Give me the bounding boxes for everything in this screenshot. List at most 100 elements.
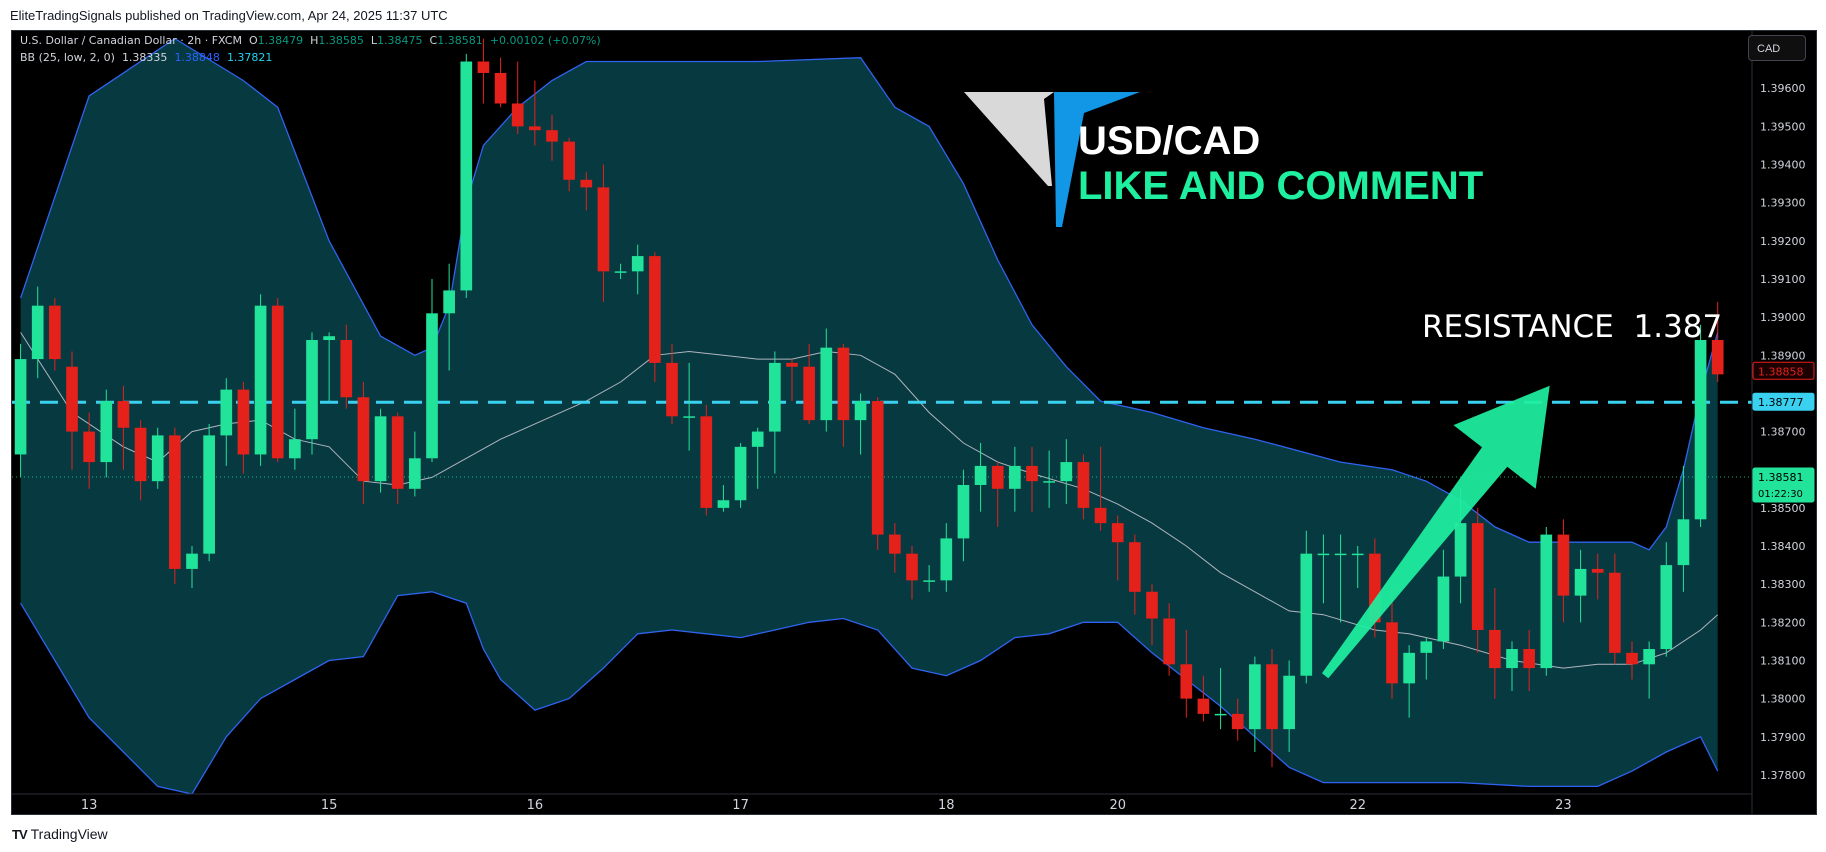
price-tick-label: 1.37800	[1760, 769, 1806, 782]
candles	[14, 38, 1724, 768]
open-label: O	[248, 34, 258, 47]
candle-body	[631, 256, 644, 272]
publisher-header: EliteTradingSignals published on Trading…	[10, 8, 448, 23]
chart-frame[interactable]: USD/CAD LIKE AND COMMENT RESISTANCE 1.387 …	[11, 30, 1817, 815]
time-axis[interactable]: 13 15 16 17 18 20 22 23	[12, 793, 1752, 813]
candle-body	[443, 290, 455, 314]
time-tick-label: 13	[81, 798, 98, 813]
bb-lower-line	[20, 591, 1719, 794]
candle-body	[477, 61, 490, 73]
time-tick-label: 16	[527, 798, 544, 813]
price-label-text: 1.38858	[1758, 365, 1804, 378]
candle-body	[683, 416, 695, 418]
candle-body	[271, 305, 284, 459]
candle-body	[1437, 576, 1450, 642]
candle-body	[460, 61, 473, 291]
candle-body	[1403, 652, 1415, 684]
candle-body	[186, 553, 198, 569]
price-tick-label: 1.39200	[1760, 235, 1806, 248]
price-axis-bg	[1752, 31, 1816, 814]
open-value: 1.38479	[257, 34, 304, 47]
candle-body	[820, 347, 833, 421]
candle-body	[580, 179, 593, 188]
bb-label: BB (25, low, 2, 0)	[20, 51, 115, 64]
price-label-text: 1.38581	[1758, 471, 1804, 484]
price-tick-label: 1.39400	[1760, 159, 1806, 172]
candle-body	[1626, 652, 1638, 665]
low-value: 1.38475	[377, 34, 423, 47]
candle-body	[306, 340, 318, 440]
candle-body	[14, 359, 27, 455]
candle-body	[374, 416, 387, 482]
bb-legend[interactable]: BB (25, low, 2, 0) 1.38335 1.38848 1.378…	[20, 51, 272, 64]
candle-body	[1489, 629, 1501, 669]
trend-arrow-shape	[1322, 385, 1550, 679]
candle-body	[1351, 553, 1364, 556]
candle-body	[854, 401, 867, 421]
candle-body	[1660, 565, 1673, 650]
overlay-title: USD/CAD	[1078, 119, 1260, 163]
candle-body	[1643, 649, 1655, 665]
currency-button[interactable]: CAD	[1748, 35, 1806, 61]
candle-body	[289, 439, 301, 459]
price-tick-label: 1.39000	[1760, 311, 1806, 324]
price-tick-label: 1.37900	[1760, 731, 1806, 744]
candle-body	[1077, 462, 1090, 508]
candle-body	[426, 313, 438, 459]
trend-arrow	[1322, 385, 1550, 679]
high-label: H	[310, 34, 319, 47]
candle-body	[1540, 534, 1553, 669]
candle-body	[803, 366, 815, 421]
price-tick-label: 1.38200	[1760, 616, 1806, 629]
candle-body	[1249, 664, 1261, 730]
time-tick-label: 23	[1555, 798, 1572, 813]
candle-body	[1231, 713, 1244, 730]
bb-lower-value: 1.37821	[226, 51, 273, 64]
candle-body	[220, 389, 233, 436]
candle-body	[769, 362, 781, 432]
time-tick-label: 18	[938, 798, 955, 813]
candle-body	[1711, 340, 1724, 375]
candle-body	[1129, 542, 1141, 592]
candle-body	[254, 305, 267, 455]
tradingview-logo-icon: TV	[12, 826, 28, 842]
candle-body	[1334, 553, 1347, 556]
candle-body	[957, 484, 970, 539]
candle-body	[1026, 465, 1038, 482]
candle-body	[546, 130, 558, 142]
candle-body	[83, 431, 95, 463]
low-label: L	[370, 34, 378, 47]
candle-body	[169, 435, 181, 569]
candle-body	[134, 427, 147, 482]
candle-body	[49, 305, 61, 360]
symbol-name: U.S. Dollar / Canadian Dollar · 2h · FXC…	[20, 34, 242, 47]
candle-body	[1386, 622, 1398, 684]
candle-body	[837, 347, 850, 421]
price-label-tag	[1752, 392, 1815, 411]
price-axis[interactable]: 1.39600 1.39500 1.39400 1.39300 1.39200 1.391…	[1751, 31, 1815, 814]
candle-body	[1471, 523, 1484, 630]
candle-body	[66, 366, 78, 432]
candle-body	[940, 538, 953, 581]
candle-body	[614, 271, 627, 273]
price-tick-label: 1.38900	[1760, 349, 1806, 362]
candle-body	[717, 500, 730, 508]
time-tick-label: 15	[321, 798, 338, 813]
candle-body	[1146, 591, 1158, 619]
candle-body	[1317, 553, 1330, 556]
symbol-legend[interactable]: U.S. Dollar / Canadian Dollar · 2h · FXC…	[20, 34, 601, 47]
price-tick-label: 1.39100	[1760, 273, 1806, 286]
candle-body	[700, 416, 713, 508]
candle-body	[1060, 462, 1073, 482]
candle-body	[1369, 553, 1381, 623]
price-tick-label: 1.38400	[1760, 540, 1806, 553]
candle-body	[1266, 664, 1278, 730]
candle-body	[391, 416, 404, 489]
candle-body	[906, 553, 918, 581]
candle-body	[1180, 664, 1193, 699]
candle-body	[1523, 649, 1535, 669]
footer: TV TradingView	[12, 826, 108, 842]
price-label-tag	[1752, 361, 1815, 380]
